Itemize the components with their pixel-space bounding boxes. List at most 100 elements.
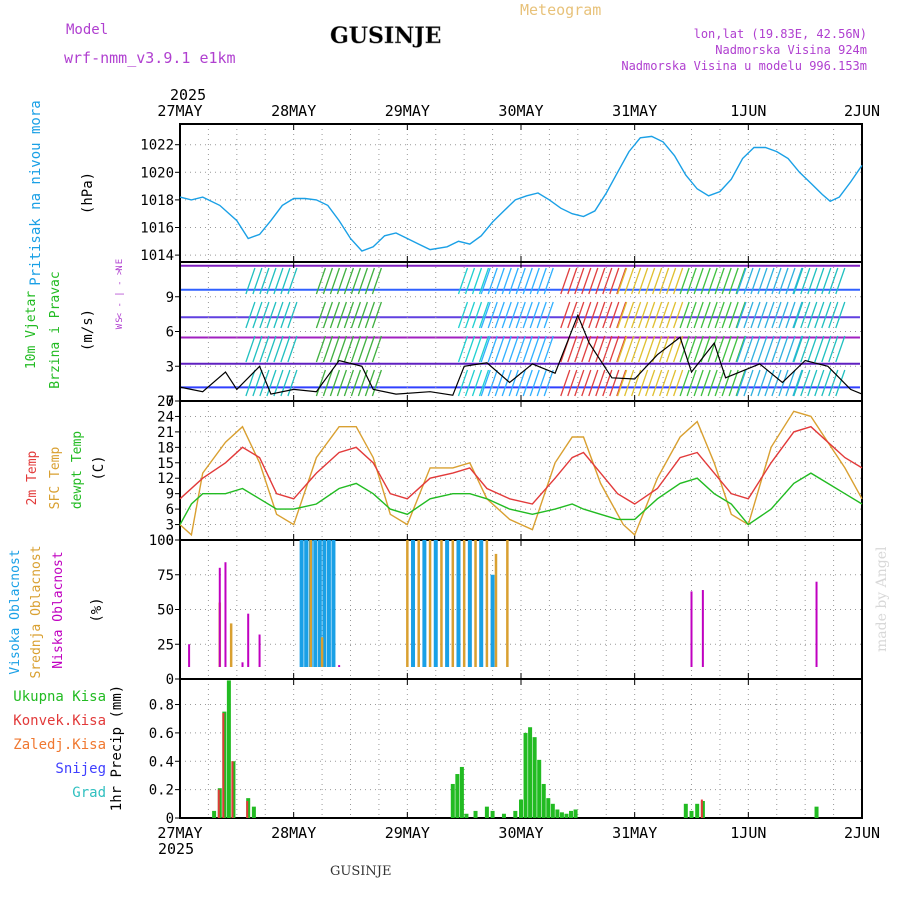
date-tick-bottom: 28MAY — [271, 824, 316, 842]
cloud-bar — [188, 644, 191, 667]
wind-barb — [609, 267, 620, 295]
wind-barb — [835, 335, 846, 363]
wind-barb — [686, 267, 697, 295]
y-tick-label: 75 — [157, 568, 174, 584]
wind-barb — [609, 301, 620, 329]
wind-barb — [457, 267, 469, 295]
wind-barb — [616, 369, 627, 397]
cloud-bar — [474, 540, 477, 667]
wind-barb — [828, 301, 839, 329]
precip-bar — [546, 798, 551, 818]
wind-barb — [371, 267, 383, 295]
wind-barb — [266, 267, 277, 295]
wind-barb — [793, 267, 804, 295]
cloud-bar — [218, 567, 221, 667]
wind-barb — [329, 369, 341, 397]
wind-barb — [501, 301, 512, 329]
precip-bar — [513, 810, 518, 818]
wind-barb — [560, 369, 571, 397]
wind-barb — [659, 267, 670, 295]
model-label: Model — [66, 22, 108, 38]
wind-barb — [315, 301, 327, 329]
wind-barb — [764, 301, 775, 329]
wind-barb — [581, 301, 592, 329]
wind-barb — [616, 301, 627, 329]
wind-barb — [743, 301, 754, 329]
wind-barb — [645, 267, 656, 295]
wind-barb — [371, 369, 383, 397]
wind-barb — [595, 301, 606, 329]
dewpt-series — [179, 472, 863, 526]
elevation-label: Nadmorska Visina 924m — [715, 43, 867, 57]
wind-barb — [693, 369, 704, 397]
wind-barb — [508, 301, 519, 329]
wind-barb — [659, 369, 670, 397]
wind-barb — [536, 301, 547, 329]
wind-barb — [638, 267, 649, 295]
wind-barb — [771, 335, 782, 363]
footer-name: GUSINJE — [330, 864, 391, 879]
wind-legend-axis: W < - | - > E — [115, 259, 125, 329]
wind-barb — [315, 267, 327, 295]
wind-barb — [515, 301, 526, 329]
precip-bar — [217, 789, 220, 818]
wind-barb — [602, 369, 613, 397]
credit-label: made by Angel — [874, 546, 890, 652]
precip-panel: 0 0.2 0.4 0.6 0.8 Ukupna Kisa Konvek.Kisa Zaled… — [13, 678, 863, 827]
precip-bar — [251, 806, 256, 818]
wind-barb — [457, 369, 469, 397]
date-axes: 27MAY 27MAY 28MAY 28MAY 29MAY 29MAY 30MAY 30MAY… — [157, 102, 880, 842]
temp-unit: (C) — [91, 455, 107, 480]
wind-barb — [609, 335, 620, 363]
wind-barb — [807, 335, 818, 363]
y-tick-label: 6 — [166, 502, 174, 518]
wind-barb — [487, 267, 498, 295]
wind-barb — [666, 267, 677, 295]
wind-barb — [273, 335, 284, 363]
wind-barb — [821, 301, 832, 329]
y-tick-label: 0.6 — [149, 726, 174, 742]
wind-barb — [793, 301, 804, 329]
wind-barb — [666, 301, 677, 329]
high-cloud-axis-title: Visoka Oblacnost — [8, 549, 23, 674]
station-title: GUSINJE — [330, 23, 441, 49]
wind-barb — [480, 335, 491, 363]
cloud-panel: 0 25 50 75 100 Visoka Oblacnost Srednja Oblacn… — [8, 533, 863, 688]
pressure-series — [179, 135, 863, 252]
cloud-bar — [451, 540, 455, 667]
wind-barb — [721, 267, 732, 295]
wind-barb — [494, 301, 505, 329]
cloud-bar — [422, 540, 427, 667]
wind-barb — [624, 335, 635, 363]
sfc-axis-title: SFC Temp — [48, 447, 63, 510]
wind-barb — [602, 335, 613, 363]
y-tick-label: 1020 — [140, 165, 174, 181]
wind-barb — [778, 301, 789, 329]
wind-barb — [259, 267, 270, 295]
wind-barb — [800, 267, 811, 295]
wind-barb — [336, 369, 348, 397]
wind-barb — [336, 301, 348, 329]
wind-barb — [515, 267, 526, 295]
precip-bar — [523, 732, 528, 818]
date-tick-bottom: 1JUN — [730, 824, 766, 842]
wind-barb — [693, 301, 704, 329]
precip-bar — [212, 810, 217, 818]
wind-barb — [814, 301, 825, 329]
wind-barb — [480, 369, 491, 397]
precip-bar — [490, 810, 495, 818]
wind-barb — [471, 301, 483, 329]
wind-barb — [835, 369, 846, 397]
wind-barb — [536, 369, 547, 397]
precip-bar — [450, 783, 455, 818]
wind-barb — [828, 267, 839, 295]
wind-barb — [728, 301, 739, 329]
model-name: wrf-nmm_v3.9.1 e1km — [64, 49, 236, 67]
wind-barb — [631, 267, 642, 295]
wind-barb — [617, 267, 628, 295]
precip-bar — [484, 806, 489, 818]
cloud-bar — [490, 574, 495, 667]
wind-barb — [652, 369, 663, 397]
wind-barb — [245, 369, 256, 397]
